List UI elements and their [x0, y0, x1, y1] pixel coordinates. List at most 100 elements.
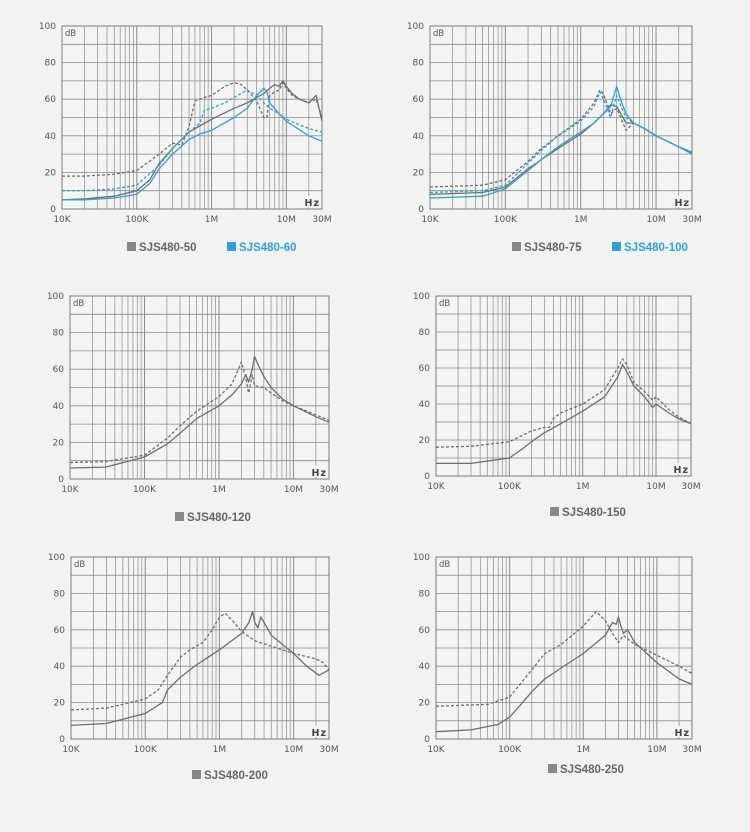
x-tick-label: 10M: [646, 482, 665, 492]
x-tick-label: 30M: [312, 215, 331, 225]
plot-border: [69, 295, 330, 480]
legend-label: SJS480-60: [239, 242, 297, 254]
x-tick-label: 30M: [319, 745, 338, 755]
series-line-dashed: [62, 89, 323, 192]
legend-swatch: [512, 242, 521, 251]
chart-1: 0 20 40 60 80 100 10K 100K 1M 10M 30M dB Hz SJS480-50…: [39, 22, 332, 254]
y-tick-label: 0: [424, 472, 430, 482]
x-tick-label: 10M: [647, 745, 666, 755]
y-tick-label: 80: [54, 589, 66, 599]
hz-label-bg: [676, 196, 691, 207]
series-line-dashed: [62, 82, 323, 177]
horizontal-gridlines: [436, 556, 692, 740]
x-tick-label: 10M: [646, 215, 665, 225]
plot-border: [435, 556, 693, 740]
legend-label: SJS480-100: [624, 242, 688, 254]
legend-label: SJS480-120: [187, 512, 251, 524]
series-line-solid: [69, 355, 330, 469]
x-tick-label: 100K: [134, 745, 158, 755]
y-tick-label: 0: [58, 475, 64, 485]
hz-label-bg: [306, 196, 321, 207]
y-tick-label: 0: [418, 205, 424, 215]
plot-border: [429, 25, 693, 210]
series-group: [69, 355, 330, 469]
series-line-dashed: [435, 610, 693, 707]
y-tick-label: 100: [413, 292, 430, 302]
hz-label-bg: [313, 466, 328, 477]
x-tick-label: 1M: [574, 215, 588, 225]
x-tick-label: 10M: [284, 745, 303, 755]
chart-6: 0 20 40 60 80 100 10K 100K 1M 10M 30M dB Hz SJS480-25…: [413, 553, 702, 776]
legend: SJS480-150: [550, 507, 626, 519]
y-tick-label: 60: [419, 626, 431, 636]
legend-swatch: [612, 242, 621, 251]
series-line-solid: [61, 80, 323, 201]
y-tick-label: 80: [419, 589, 431, 599]
legend-label: SJS480-150: [562, 507, 626, 519]
y-tick-label: 80: [53, 329, 65, 339]
x-tick-label: 30M: [682, 745, 701, 755]
series-line-solid: [429, 85, 693, 199]
x-tick-label: 1M: [213, 745, 227, 755]
x-tick-label: 100K: [125, 215, 149, 225]
x-axis-unit: Hz: [675, 728, 690, 739]
y-tick-label: 0: [424, 735, 430, 745]
y-tick-label: 80: [419, 328, 431, 338]
y-tick-label: 0: [59, 735, 65, 745]
x-axis-unit: Hz: [674, 465, 689, 476]
y-tick-label: 60: [53, 365, 65, 375]
y-tick-label: 40: [54, 662, 66, 672]
y-axis-unit: dB: [439, 299, 450, 309]
x-tick-label: 1M: [212, 485, 226, 495]
y-tick-label: 40: [419, 662, 431, 672]
y-tick-label: 100: [413, 553, 430, 563]
y-tick-label: 20: [54, 699, 66, 709]
y-tick-label: 100: [407, 22, 424, 32]
x-tick-label: 1M: [576, 482, 590, 492]
hz-label-bg: [675, 463, 690, 474]
chart-4: 0 20 40 60 80 100 10K 100K 1M 10M 30M dB Hz SJS480-15…: [413, 292, 701, 519]
x-axis-unit: Hz: [312, 728, 327, 739]
y-tick-label: 100: [47, 292, 64, 302]
y-tick-label: 0: [50, 205, 56, 215]
y-tick-label: 80: [413, 59, 425, 69]
horizontal-gridlines: [70, 295, 329, 480]
x-axis-unit: Hz: [305, 198, 320, 209]
y-axis-unit: dB: [439, 560, 450, 570]
x-tick-label: 1M: [205, 215, 219, 225]
legend-swatch: [227, 242, 236, 251]
series-line-solid: [62, 87, 323, 201]
series-group: [70, 610, 330, 727]
series-line-dashed: [435, 358, 692, 448]
series-group: [435, 610, 693, 733]
legend-label: SJS480-75: [524, 242, 582, 254]
y-tick-label: 100: [48, 553, 65, 563]
y-tick-label: 40: [413, 132, 425, 142]
x-axis-unit: Hz: [675, 198, 690, 209]
series-group: [61, 80, 323, 201]
y-axis-unit: dB: [433, 29, 444, 39]
hz-label-bg: [676, 726, 691, 737]
hz-label-bg: [313, 726, 328, 737]
legend-label: SJS480-50: [139, 242, 197, 254]
legend: SJS480-50 SJS480-60: [127, 242, 297, 254]
y-tick-label: 40: [53, 402, 65, 412]
series-group: [429, 85, 693, 199]
plot-border: [61, 25, 323, 210]
x-tick-label: 10M: [277, 215, 296, 225]
legend: SJS480-75 SJS480-100: [512, 242, 688, 254]
plot-border: [435, 295, 692, 477]
x-tick-label: 100K: [498, 745, 522, 755]
y-axis-unit: dB: [74, 560, 85, 570]
legend-swatch: [127, 242, 136, 251]
legend-swatch: [175, 512, 184, 521]
legend-label: SJS480-250: [560, 764, 624, 776]
y-axis-unit: dB: [73, 299, 84, 309]
y-tick-label: 20: [45, 168, 57, 178]
x-tick-label: 30M: [681, 482, 700, 492]
plot-border: [70, 556, 330, 740]
legend: SJS480-250: [548, 764, 624, 776]
x-tick-label: 10K: [53, 215, 71, 225]
y-tick-label: 80: [45, 59, 57, 69]
legend: SJS480-200: [192, 770, 268, 782]
